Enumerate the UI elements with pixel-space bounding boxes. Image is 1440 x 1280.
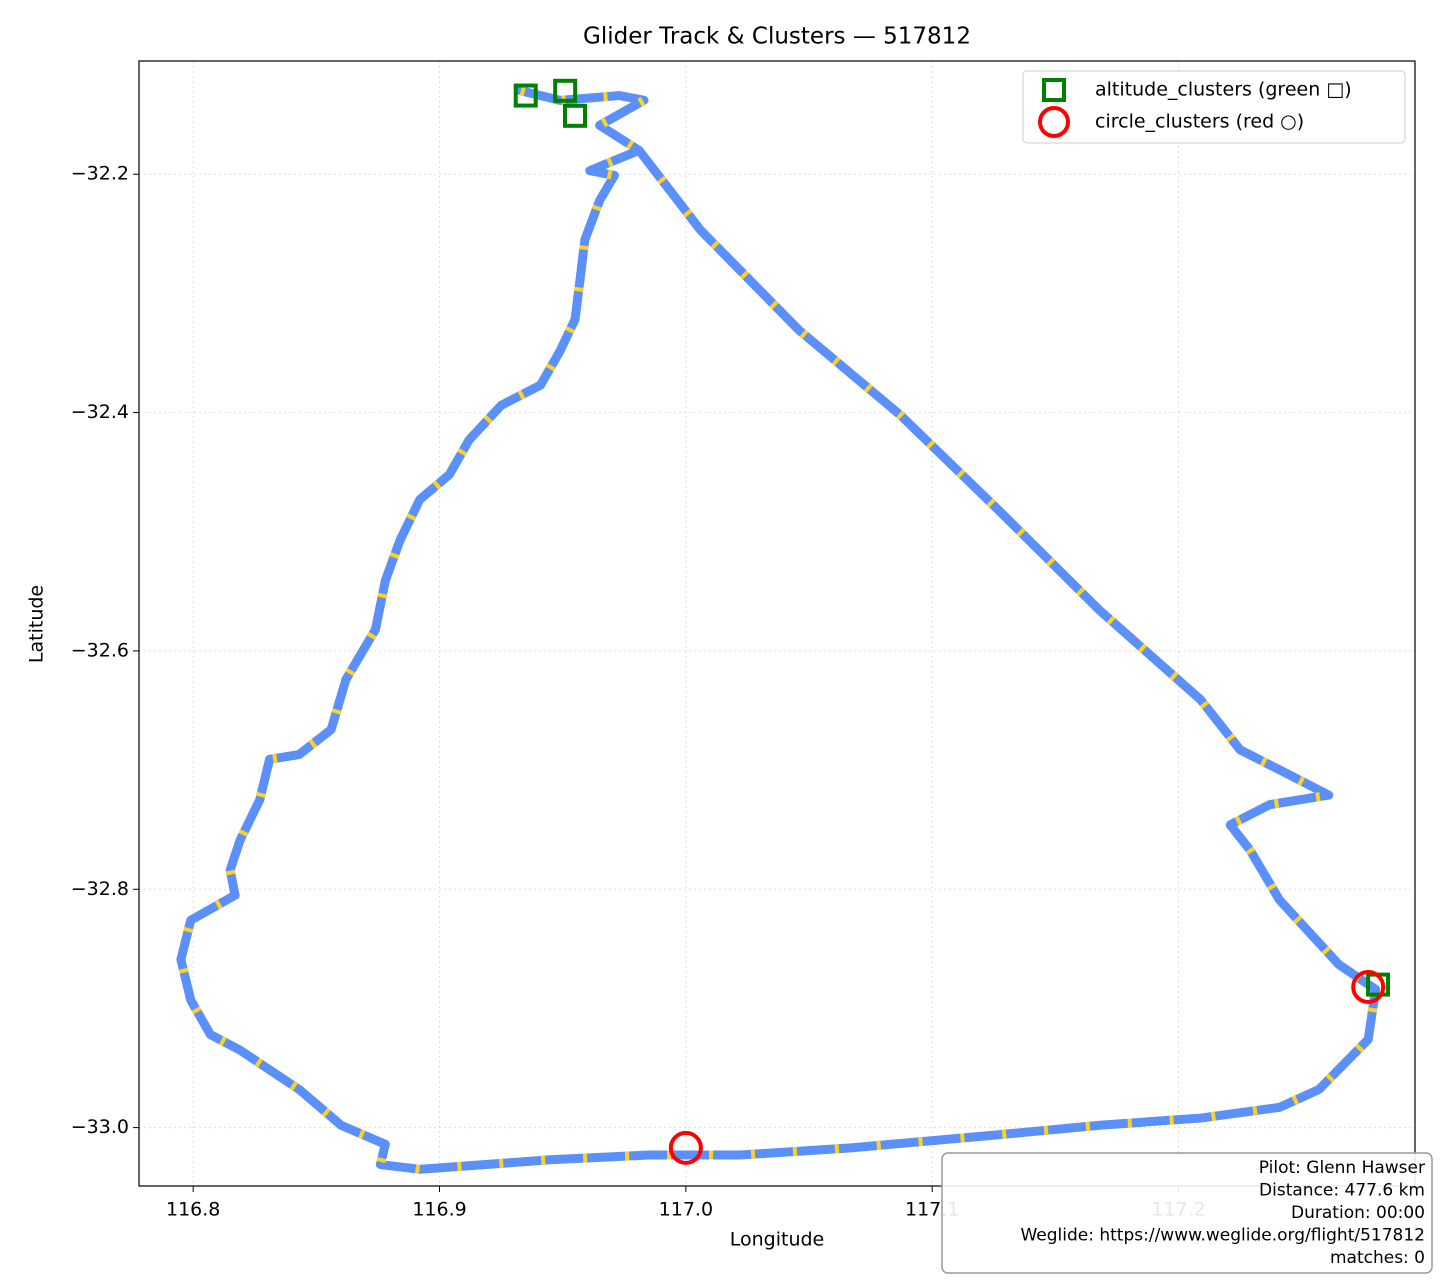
info-line: Distance: 477.6 km xyxy=(1259,1181,1425,1201)
y-tick-label: −32.8 xyxy=(71,878,129,900)
y-tick-label: −32.6 xyxy=(71,639,129,661)
altitude-cluster xyxy=(563,103,588,128)
track xyxy=(176,86,1381,1174)
chart-title: Glider Track & Clusters — 517812 xyxy=(583,24,971,50)
legend-marker xyxy=(1038,106,1070,138)
y-tick-label: −33.0 xyxy=(71,1116,129,1138)
x-tick-label: 116.9 xyxy=(412,1199,466,1221)
y-tick-label: −32.2 xyxy=(71,163,129,185)
legend-box xyxy=(1022,70,1406,144)
info-line: matches: 0 xyxy=(1330,1248,1425,1268)
plot-frame xyxy=(138,60,1416,1187)
legend-label: circle_clusters (red ○) xyxy=(1095,111,1304,133)
circle-cluster xyxy=(1351,969,1386,1004)
info-line: Duration: 00:00 xyxy=(1291,1203,1425,1223)
y-axis-label: Latitude xyxy=(26,585,48,663)
circle-cluster xyxy=(668,1130,703,1165)
track-thermal-overlay xyxy=(176,86,1381,1174)
y-tick-label: −32.4 xyxy=(71,401,129,423)
legend-label: altitude_clusters (green □) xyxy=(1095,79,1352,101)
x-tick-label: 116.8 xyxy=(166,1199,220,1221)
altitude-cluster xyxy=(513,83,538,108)
info-box xyxy=(941,1152,1433,1274)
info-line: Pilot: Glenn Hawser xyxy=(1259,1158,1425,1178)
x-tick-label: 117.0 xyxy=(659,1199,713,1221)
info-line: Weglide: https://www.weglide.org/flight/… xyxy=(1020,1226,1425,1246)
legend-marker xyxy=(1042,78,1066,102)
altitude-cluster xyxy=(553,78,578,103)
x-axis-label: Longitude xyxy=(730,1229,825,1251)
